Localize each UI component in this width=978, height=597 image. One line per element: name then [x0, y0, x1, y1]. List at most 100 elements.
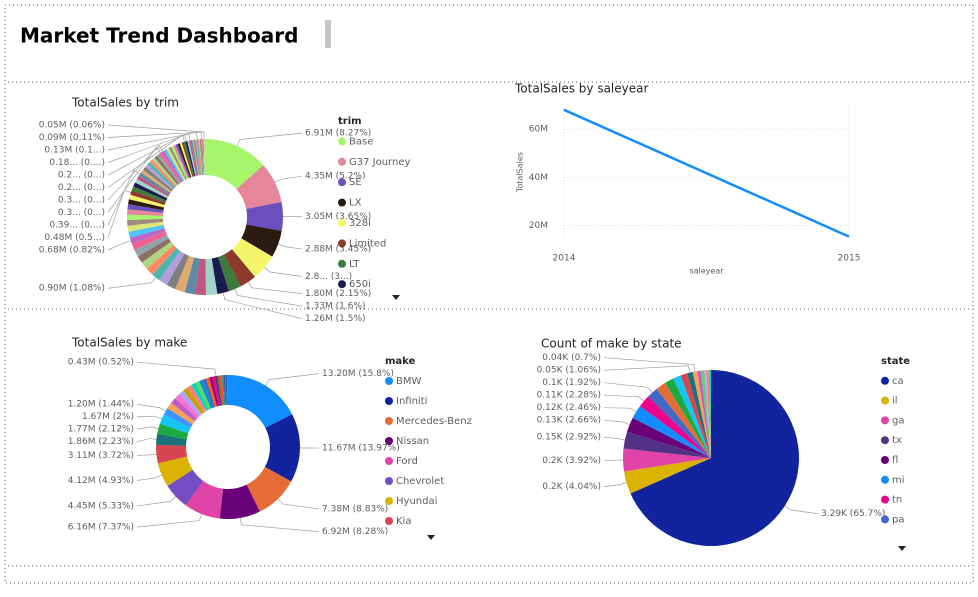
slice — [639, 396, 711, 458]
legend-label: Nissan — [396, 436, 429, 447]
legend-marker — [338, 178, 346, 187]
slice — [166, 147, 186, 181]
slice — [228, 375, 293, 428]
data-label: 4.12M (4.93%) — [68, 476, 134, 486]
leader-line — [107, 144, 164, 201]
slice — [141, 241, 174, 269]
leader-line — [236, 132, 303, 147]
slice — [214, 375, 222, 406]
slice — [185, 480, 224, 519]
slice — [246, 467, 292, 512]
legend-marker — [338, 239, 346, 248]
slice — [202, 139, 205, 176]
slice — [127, 214, 164, 221]
slice — [706, 370, 711, 458]
slice — [175, 394, 200, 419]
slice — [217, 254, 241, 292]
legend-label: Limited — [349, 238, 386, 249]
data-label: 1.33M (1.6%) — [305, 302, 366, 312]
leader-line — [107, 169, 141, 226]
leader-line — [222, 292, 303, 319]
data-label: 0.11K (2.28%) — [537, 391, 601, 401]
slice — [166, 253, 189, 290]
slice — [206, 377, 218, 408]
legend-label: Base — [349, 136, 373, 147]
data-label: 0.68M (0.82%) — [39, 246, 105, 256]
slice — [156, 444, 188, 464]
data-label: 11.67M (13.97%) — [322, 444, 400, 454]
legend-label: 328i — [349, 218, 371, 229]
leader-line — [136, 513, 203, 528]
slice — [236, 165, 282, 209]
slice — [656, 382, 711, 458]
data-label: 0.05K (1.06%) — [537, 366, 601, 376]
legend-scroll-arrow — [898, 546, 906, 551]
slice — [708, 370, 711, 458]
slice — [183, 387, 205, 415]
slice — [201, 139, 204, 176]
data-label: 0.90M (1.08%) — [39, 284, 105, 294]
slice — [154, 155, 180, 185]
legend-marker — [338, 280, 346, 289]
slice — [187, 140, 197, 177]
data-label: 0.13M (0.1...) — [44, 146, 105, 156]
slice — [211, 256, 230, 295]
leader-line — [603, 482, 627, 487]
slice — [177, 143, 192, 178]
legend-label: BMW — [396, 376, 421, 387]
slice — [221, 375, 226, 406]
leader-line — [136, 496, 176, 507]
slice — [225, 375, 227, 406]
leader-line — [239, 517, 320, 533]
slice — [130, 190, 166, 205]
data-label: 6.91M (8.27%) — [305, 129, 371, 139]
data-label: 2.88M (3.45%) — [305, 245, 371, 255]
canvas-border — [4, 4, 974, 584]
leader-line — [277, 498, 320, 510]
legend-marker — [881, 436, 889, 445]
slice — [156, 153, 181, 184]
legend-label: Hyundai — [396, 496, 437, 507]
legend-marker — [385, 497, 393, 505]
slice — [219, 375, 225, 406]
slice — [136, 175, 170, 197]
slice — [203, 139, 205, 176]
legend-marker — [385, 517, 393, 525]
slice — [623, 448, 711, 472]
slice — [159, 152, 182, 183]
legend-marker — [881, 495, 889, 504]
slice — [179, 142, 193, 178]
data-label: 0.2... (0...) — [58, 183, 105, 193]
data-label: 0.09M (0.11%) — [39, 133, 105, 143]
chart-title: TotalSales by saleyear — [514, 82, 648, 96]
line-series — [563, 108, 850, 238]
data-label: 1.80M (2.15%) — [305, 289, 371, 299]
legend-marker — [385, 457, 393, 465]
slice — [195, 258, 206, 295]
data-label: 6.16M (7.37%) — [68, 523, 134, 533]
slice — [192, 139, 200, 176]
slice — [205, 258, 218, 295]
slice — [704, 370, 711, 458]
divider — [325, 20, 331, 48]
data-label: 0.04K (0.7%) — [542, 353, 601, 363]
slice — [673, 375, 711, 458]
legend-marker — [881, 475, 889, 484]
slice — [185, 141, 196, 177]
legend-marker — [338, 259, 346, 268]
legend-label: G37 Journey — [349, 157, 410, 168]
legend-label: Kia — [396, 516, 411, 527]
slice — [630, 370, 800, 546]
slice — [128, 199, 165, 211]
leader-line — [107, 132, 198, 151]
data-label: 7.38M (8.83%) — [322, 504, 388, 514]
legend-title: trim — [338, 116, 362, 127]
slice — [226, 375, 228, 406]
slice — [205, 139, 264, 190]
leader-line — [107, 133, 187, 176]
data-label: 0.18... (0....) — [49, 158, 105, 168]
leader-line — [603, 357, 696, 372]
data-label: 1.67M (2%) — [82, 412, 134, 422]
chart-title: Count of make by state — [541, 337, 682, 351]
chart-title: TotalSales by make — [71, 336, 187, 350]
